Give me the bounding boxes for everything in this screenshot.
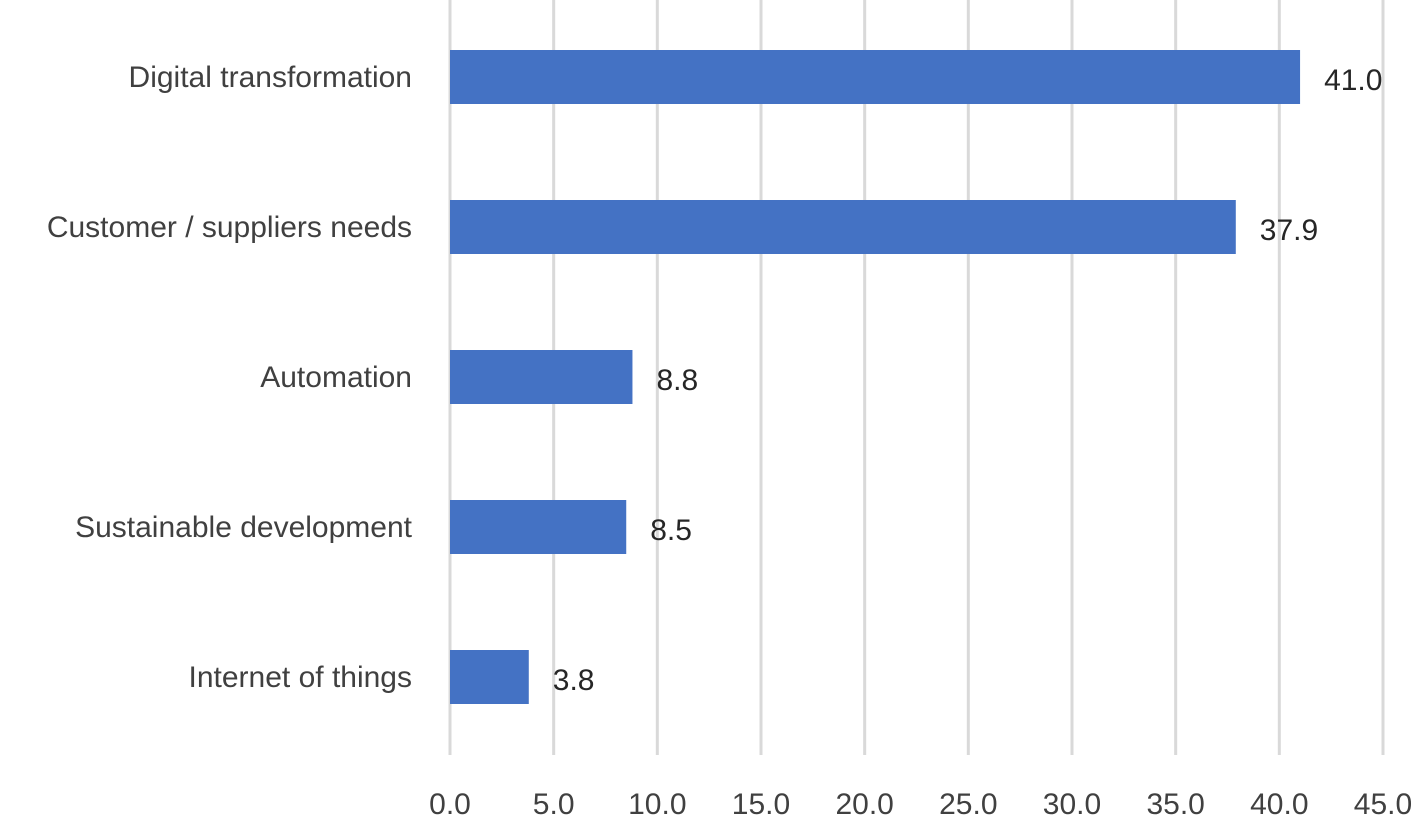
bar <box>450 50 1301 104</box>
bar <box>450 350 633 404</box>
category-label: Digital transformation <box>129 61 412 94</box>
bars <box>450 50 1301 704</box>
category-label: Automation <box>260 361 412 394</box>
category-label: Internet of things <box>189 661 412 694</box>
bar <box>450 200 1236 254</box>
x-tick-label: 10.0 <box>628 788 686 821</box>
category-labels: Digital transformation Customer / supplie… <box>47 61 413 694</box>
data-label: 41.0 <box>1324 64 1382 97</box>
x-tick-label: 45.0 <box>1354 788 1412 821</box>
bar <box>450 650 529 704</box>
x-axis-tick-labels: 0.0 5.0 10.0 15.0 20.0 25.0 30.0 35.0 40.0 45.0 <box>429 788 1412 821</box>
data-label: 8.5 <box>650 514 692 547</box>
x-tick-label: 15.0 <box>732 788 790 821</box>
x-tick-label: 20.0 <box>835 788 893 821</box>
data-label: 3.8 <box>553 664 595 697</box>
bar <box>450 500 627 554</box>
x-tick-label: 5.0 <box>533 788 575 821</box>
data-label: 8.8 <box>656 364 698 397</box>
data-label: 37.9 <box>1260 214 1318 247</box>
x-tick-label: 40.0 <box>1250 788 1308 821</box>
x-tick-label: 30.0 <box>1043 788 1101 821</box>
x-tick-label: 25.0 <box>939 788 997 821</box>
x-tick-label: 35.0 <box>1146 788 1204 821</box>
category-label: Sustainable development <box>75 511 413 544</box>
gridlines <box>448 0 1385 755</box>
value-labels: 41.0 37.9 8.8 8.5 3.8 <box>553 64 1383 697</box>
x-tick-label: 0.0 <box>429 788 471 821</box>
category-label: Customer / suppliers needs <box>47 211 412 244</box>
